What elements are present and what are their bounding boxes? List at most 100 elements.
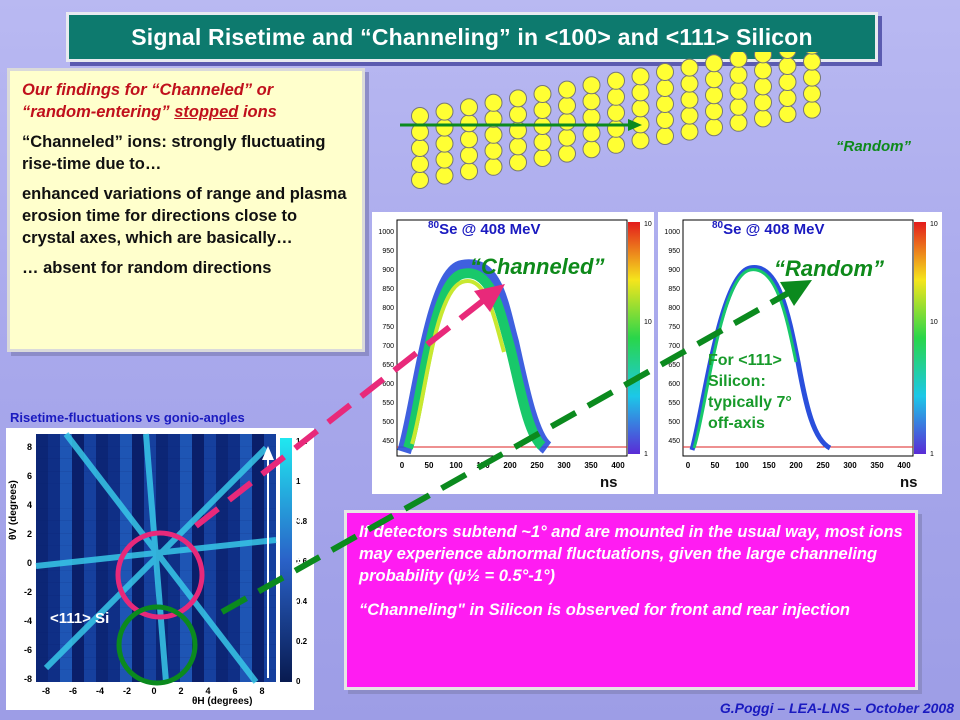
channeling-planes [35,432,277,684]
heatmap-cell [84,669,96,682]
heatmap-cell [156,533,168,546]
heatmap-cell [48,508,60,521]
heatmap-cell [156,520,168,534]
atom-circle [631,67,650,86]
heatmap-cell [264,434,276,447]
lattice-atoms [411,52,821,189]
heatmap-cell [48,595,60,608]
heatmap-cell [252,644,264,658]
heatmap-cell [180,644,192,658]
heatmap-cell [240,545,252,558]
plot-frame [682,219,914,457]
heatmap-scale-tick: 0.2 [296,637,308,646]
random-tag: “Random” [774,256,884,281]
heatmap-x-tick: -6 [69,686,77,696]
heatmap-cell [36,607,48,620]
y-tick-label: 550 [668,400,680,407]
heatmap-cell [216,458,228,472]
heatmap-y-tick: -6 [24,645,32,655]
y-tick-label: 850 [382,286,394,293]
heatmap-cell [168,644,180,658]
heatmap-cell [96,669,108,682]
heatmap-cell [96,520,108,534]
y-tick-label: 500 [668,419,680,426]
y-tick-label: 750 [382,324,394,331]
heatmap-cell [48,520,60,534]
heatmap-cell [48,582,60,596]
heatmap-cell [96,434,108,447]
heatmap-cell [48,446,60,459]
heatmap-cell [60,533,72,546]
heatmap-cell [204,471,216,484]
heatmap-cell [204,632,216,645]
heatmap-cell [48,533,60,546]
heatmap-cell [144,632,156,645]
heatmap-x-tick: -2 [123,686,131,696]
heatmap-cell [84,595,96,608]
heatmap-cell [132,458,144,472]
heatmap-cell [168,632,180,645]
heatmap-cell [60,607,72,620]
heatmap-cell [60,458,72,472]
x-tick-label: 200 [789,461,803,470]
heatmap-cell [228,558,240,571]
heatmap-scale-tick: 0 [296,677,301,686]
heatmap-cell [72,669,84,682]
heatmap-cell [168,496,180,509]
heatmap-cell [216,644,228,658]
heatmap-cell [132,508,144,521]
heatmap-cell [192,620,204,633]
heatmap-cell [204,582,216,596]
heatmap-cell [132,483,144,496]
heatmap-cell [252,657,264,670]
scale-tick-label: 10 [930,319,938,326]
y-tick-label: 450 [382,438,394,445]
heatmap-cell [36,508,48,521]
heatmap-cell [252,520,264,534]
heatmap-cell [72,570,84,583]
heatmap-cell [204,644,216,658]
detector-note-para-1: If detectors subtend ~1° and are mounted… [359,523,903,585]
heatmap-cell [60,446,72,459]
heatmap-cell [240,496,252,509]
heatmap-cell [96,632,108,645]
atom-circle [533,85,552,103]
heatmap-cell [84,496,96,509]
heatmap-cell [228,632,240,645]
heatmap-cell [108,607,120,620]
heatmap-cell [60,471,72,484]
scale-tick-label: 10 [930,221,938,228]
heatmap-cell [168,657,180,670]
plot-left-label: 80Se @ 408 MeV [428,220,540,238]
heatmap-x-tick: 0 [151,686,156,696]
heatmap-cell [108,471,120,484]
heatmap-cell [36,434,48,447]
note-line-2: Silicon: [708,373,766,390]
risetime-plot-random: 0 50 100 150 200 250 300 350 400 1000 950 900 850 800… [658,212,942,494]
heatmap-cell [120,558,132,571]
heatmap-cell [48,434,60,447]
heatmap-cell [72,657,84,670]
heatmap-cell [48,669,60,682]
heatmap-cell [36,570,48,583]
heatmap-cell [204,669,216,682]
heatmap-cell [84,632,96,645]
heatmap-cell [108,657,120,670]
heatmap-cell [60,669,72,682]
heatmap-cell [72,471,84,484]
heatmap-cell [84,533,96,546]
heatmap-cell [48,496,60,509]
heatmap-cell [252,595,264,608]
heatmap-cell [132,434,144,447]
heatmap-cell [252,471,264,484]
scale-tick-label: 10 [644,221,652,228]
findings-heading: Our findings for “Channeled” or “random-… [22,79,350,123]
atom-circle [705,54,723,73]
x-tick-label: 350 [584,461,598,470]
heatmap-cell [228,582,240,596]
heatmap-cell [240,446,252,459]
x-tick-label: 150 [762,461,776,470]
heatmap-cell [60,595,72,608]
heatmap-cell [216,446,228,459]
